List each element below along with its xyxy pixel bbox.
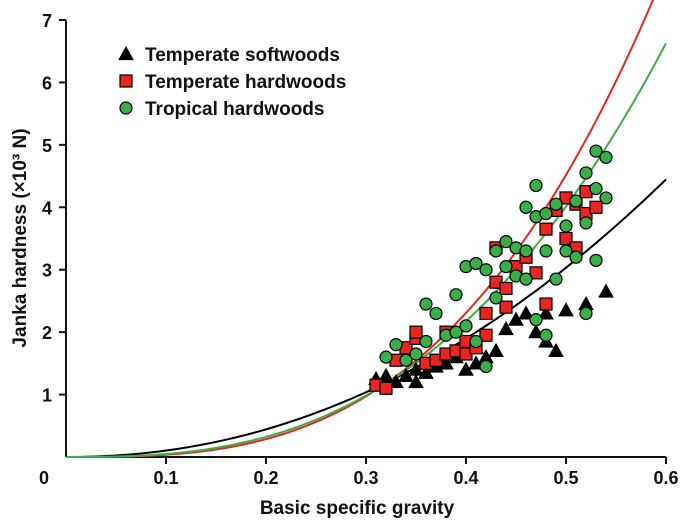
legend-marker-temperate-softwoods xyxy=(118,45,134,61)
data-point-tropical-hardwoods xyxy=(409,347,423,361)
y-tick-label: 1 xyxy=(42,386,52,406)
x-tick-label: 0.3 xyxy=(353,468,378,488)
data-point-temperate-softwoods xyxy=(498,320,514,336)
x-axis-title: Basic specific gravity xyxy=(260,498,455,519)
data-point-tropical-hardwoods xyxy=(529,313,543,327)
data-points xyxy=(368,144,614,395)
data-point-tropical-hardwoods xyxy=(519,200,533,214)
data-point-temperate-softwoods xyxy=(548,342,564,357)
data-point-tropical-hardwoods xyxy=(379,350,393,364)
fit-curve-tropical-hardwoods xyxy=(66,42,667,458)
data-point-tropical-hardwoods xyxy=(599,150,613,164)
y-tick-label: 6 xyxy=(42,73,52,93)
data-point-tropical-hardwoods xyxy=(429,306,443,321)
data-point-tropical-hardwoods xyxy=(469,334,483,349)
data-point-temperate-hardwoods xyxy=(409,325,423,339)
y-tick-label: 2 xyxy=(42,323,52,343)
data-point-tropical-hardwoods xyxy=(579,216,593,230)
y-tick-label: 4 xyxy=(42,198,52,218)
data-point-tropical-hardwoods xyxy=(419,334,433,349)
data-point-tropical-hardwoods xyxy=(489,244,503,258)
data-point-tropical-hardwoods xyxy=(589,144,603,158)
plot-area: 0 0.1 0.2 0.3 0.4 0.5 0.6 1 2 3 4 5 6 7 xyxy=(39,0,679,488)
data-point-temperate-hardwoods xyxy=(479,306,493,321)
data-point-tropical-hardwoods xyxy=(499,259,513,274)
data-point-temperate-hardwoods xyxy=(539,297,553,311)
legend-label-temperate-hardwoods: Temperate hardwoods xyxy=(145,72,346,93)
data-point-tropical-hardwoods xyxy=(529,178,543,193)
data-point-temperate-softwoods xyxy=(488,342,504,357)
data-point-temperate-hardwoods xyxy=(529,266,543,280)
data-point-tropical-hardwoods xyxy=(469,256,483,271)
data-point-tropical-hardwoods xyxy=(569,250,583,264)
data-point-tropical-hardwoods xyxy=(449,288,463,302)
data-point-tropical-hardwoods xyxy=(539,328,553,342)
x-ticks: 0 0.1 0.2 0.3 0.4 0.5 0.6 xyxy=(39,457,679,488)
data-point-tropical-hardwoods xyxy=(559,219,573,233)
y-tick-label: 7 xyxy=(42,11,52,31)
legend-label-tropical-hardwoods: Tropical hardwoods xyxy=(145,99,324,120)
data-point-temperate-softwoods xyxy=(408,374,424,389)
data-point-tropical-hardwoods xyxy=(459,319,473,333)
legend-label-temperate-softwoods: Temperate softwoods xyxy=(145,45,340,66)
data-point-temperate-hardwoods xyxy=(379,381,393,395)
data-point-tropical-hardwoods xyxy=(479,263,493,277)
y-axis-title: Janka hardness (×10³ N) xyxy=(10,128,31,347)
data-point-tropical-hardwoods xyxy=(519,272,533,286)
x-tick-label: 0.2 xyxy=(253,468,278,488)
data-point-tropical-hardwoods xyxy=(489,291,503,305)
data-point-tropical-hardwoods xyxy=(569,194,583,208)
data-point-tropical-hardwoods xyxy=(449,325,463,339)
x-tick-label: 0.4 xyxy=(453,468,478,488)
data-point-temperate-hardwoods xyxy=(499,300,513,314)
data-point-tropical-hardwoods xyxy=(479,359,493,374)
data-point-tropical-hardwoods xyxy=(539,206,553,221)
fit-curve-temperate-hardwoods xyxy=(66,0,654,458)
data-point-tropical-hardwoods xyxy=(499,235,513,249)
origin-tick-label: 0 xyxy=(39,468,49,488)
legend: Temperate softwoods Temperate hardwoods Tr… xyxy=(118,45,346,120)
data-point-tropical-hardwoods xyxy=(559,244,573,258)
data-point-tropical-hardwoods xyxy=(599,191,613,205)
data-point-tropical-hardwoods xyxy=(589,181,603,196)
x-tick-label: 0.5 xyxy=(553,468,578,488)
data-point-tropical-hardwoods xyxy=(389,338,403,352)
fit-curve-temperate-softwoods xyxy=(65,178,667,458)
legend-marker-tropical-hardwoods xyxy=(119,101,133,115)
data-point-temperate-softwoods xyxy=(598,283,614,298)
y-tick-label: 3 xyxy=(42,261,52,281)
fit-curves xyxy=(65,0,667,458)
data-point-temperate-hardwoods xyxy=(589,200,603,214)
data-point-temperate-hardwoods xyxy=(499,281,513,296)
data-point-tropical-hardwoods xyxy=(519,244,533,258)
data-point-tropical-hardwoods xyxy=(419,297,433,311)
y-ticks: 1 2 3 4 5 6 7 xyxy=(42,11,66,406)
data-point-temperate-softwoods xyxy=(518,305,534,320)
y-tick-label: 5 xyxy=(42,136,52,156)
data-point-tropical-hardwoods xyxy=(549,197,563,211)
data-point-temperate-softwoods xyxy=(558,302,574,317)
data-point-tropical-hardwoods xyxy=(589,253,603,267)
x-tick-label: 0.6 xyxy=(653,468,678,488)
data-point-temperate-hardwoods xyxy=(479,328,493,342)
legend-marker-temperate-hardwoods xyxy=(119,74,133,88)
data-point-tropical-hardwoods xyxy=(549,272,563,286)
data-point-temperate-hardwoods xyxy=(539,222,553,236)
data-point-tropical-hardwoods xyxy=(399,353,413,367)
data-point-temperate-softwoods xyxy=(538,305,554,320)
data-point-temperate-softwoods xyxy=(378,367,394,382)
data-point-tropical-hardwoods xyxy=(539,244,553,258)
data-point-tropical-hardwoods xyxy=(579,166,593,180)
x-tick-label: 0.1 xyxy=(153,468,178,488)
data-point-tropical-hardwoods xyxy=(579,306,593,321)
